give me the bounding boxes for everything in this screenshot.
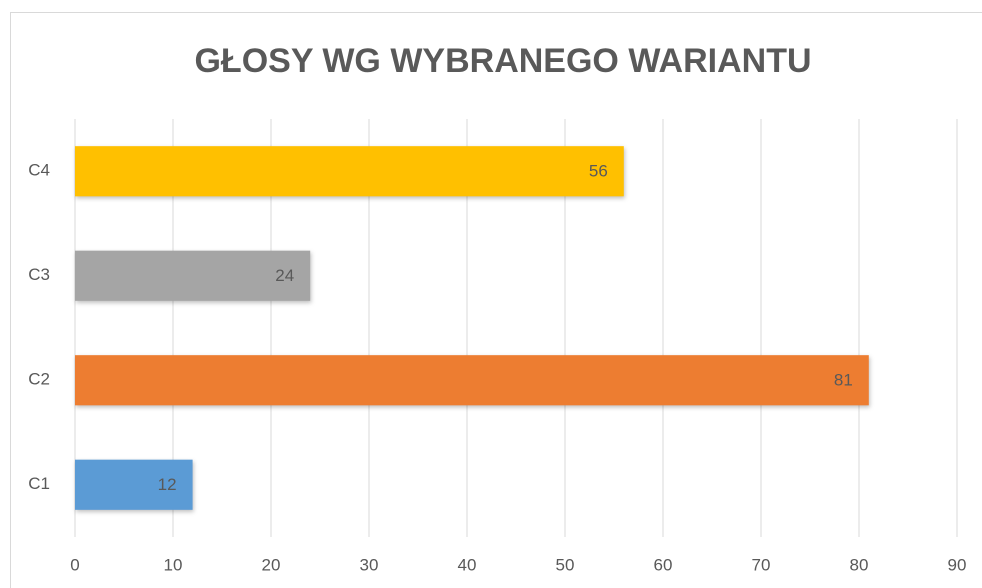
bar xyxy=(75,355,869,406)
data-label: 81 xyxy=(834,371,853,390)
y-tick-label: C3 xyxy=(28,265,50,284)
x-tick-label: 10 xyxy=(164,555,183,574)
x-tick-label: 0 xyxy=(70,555,79,574)
x-tick-label: 40 xyxy=(458,555,477,574)
bar xyxy=(75,146,624,197)
data-label: 24 xyxy=(275,266,294,285)
x-tick-label: 70 xyxy=(752,555,771,574)
y-tick-label: C1 xyxy=(28,474,50,493)
data-label: 56 xyxy=(589,162,608,181)
x-tick-label: 90 xyxy=(948,555,967,574)
bar xyxy=(75,250,311,301)
x-tick-label: 30 xyxy=(360,555,379,574)
x-tick-label: 20 xyxy=(262,555,281,574)
x-tick-label: 50 xyxy=(556,555,575,574)
y-tick-label: C2 xyxy=(28,370,50,389)
chart-title: GŁOSY WG WYBRANEGO WARIANTU xyxy=(194,42,811,80)
y-tick-label: C4 xyxy=(28,161,50,180)
data-label: 12 xyxy=(158,475,177,494)
x-tick-label: 80 xyxy=(850,555,869,574)
x-tick-label: 60 xyxy=(654,555,673,574)
bar xyxy=(75,459,193,510)
